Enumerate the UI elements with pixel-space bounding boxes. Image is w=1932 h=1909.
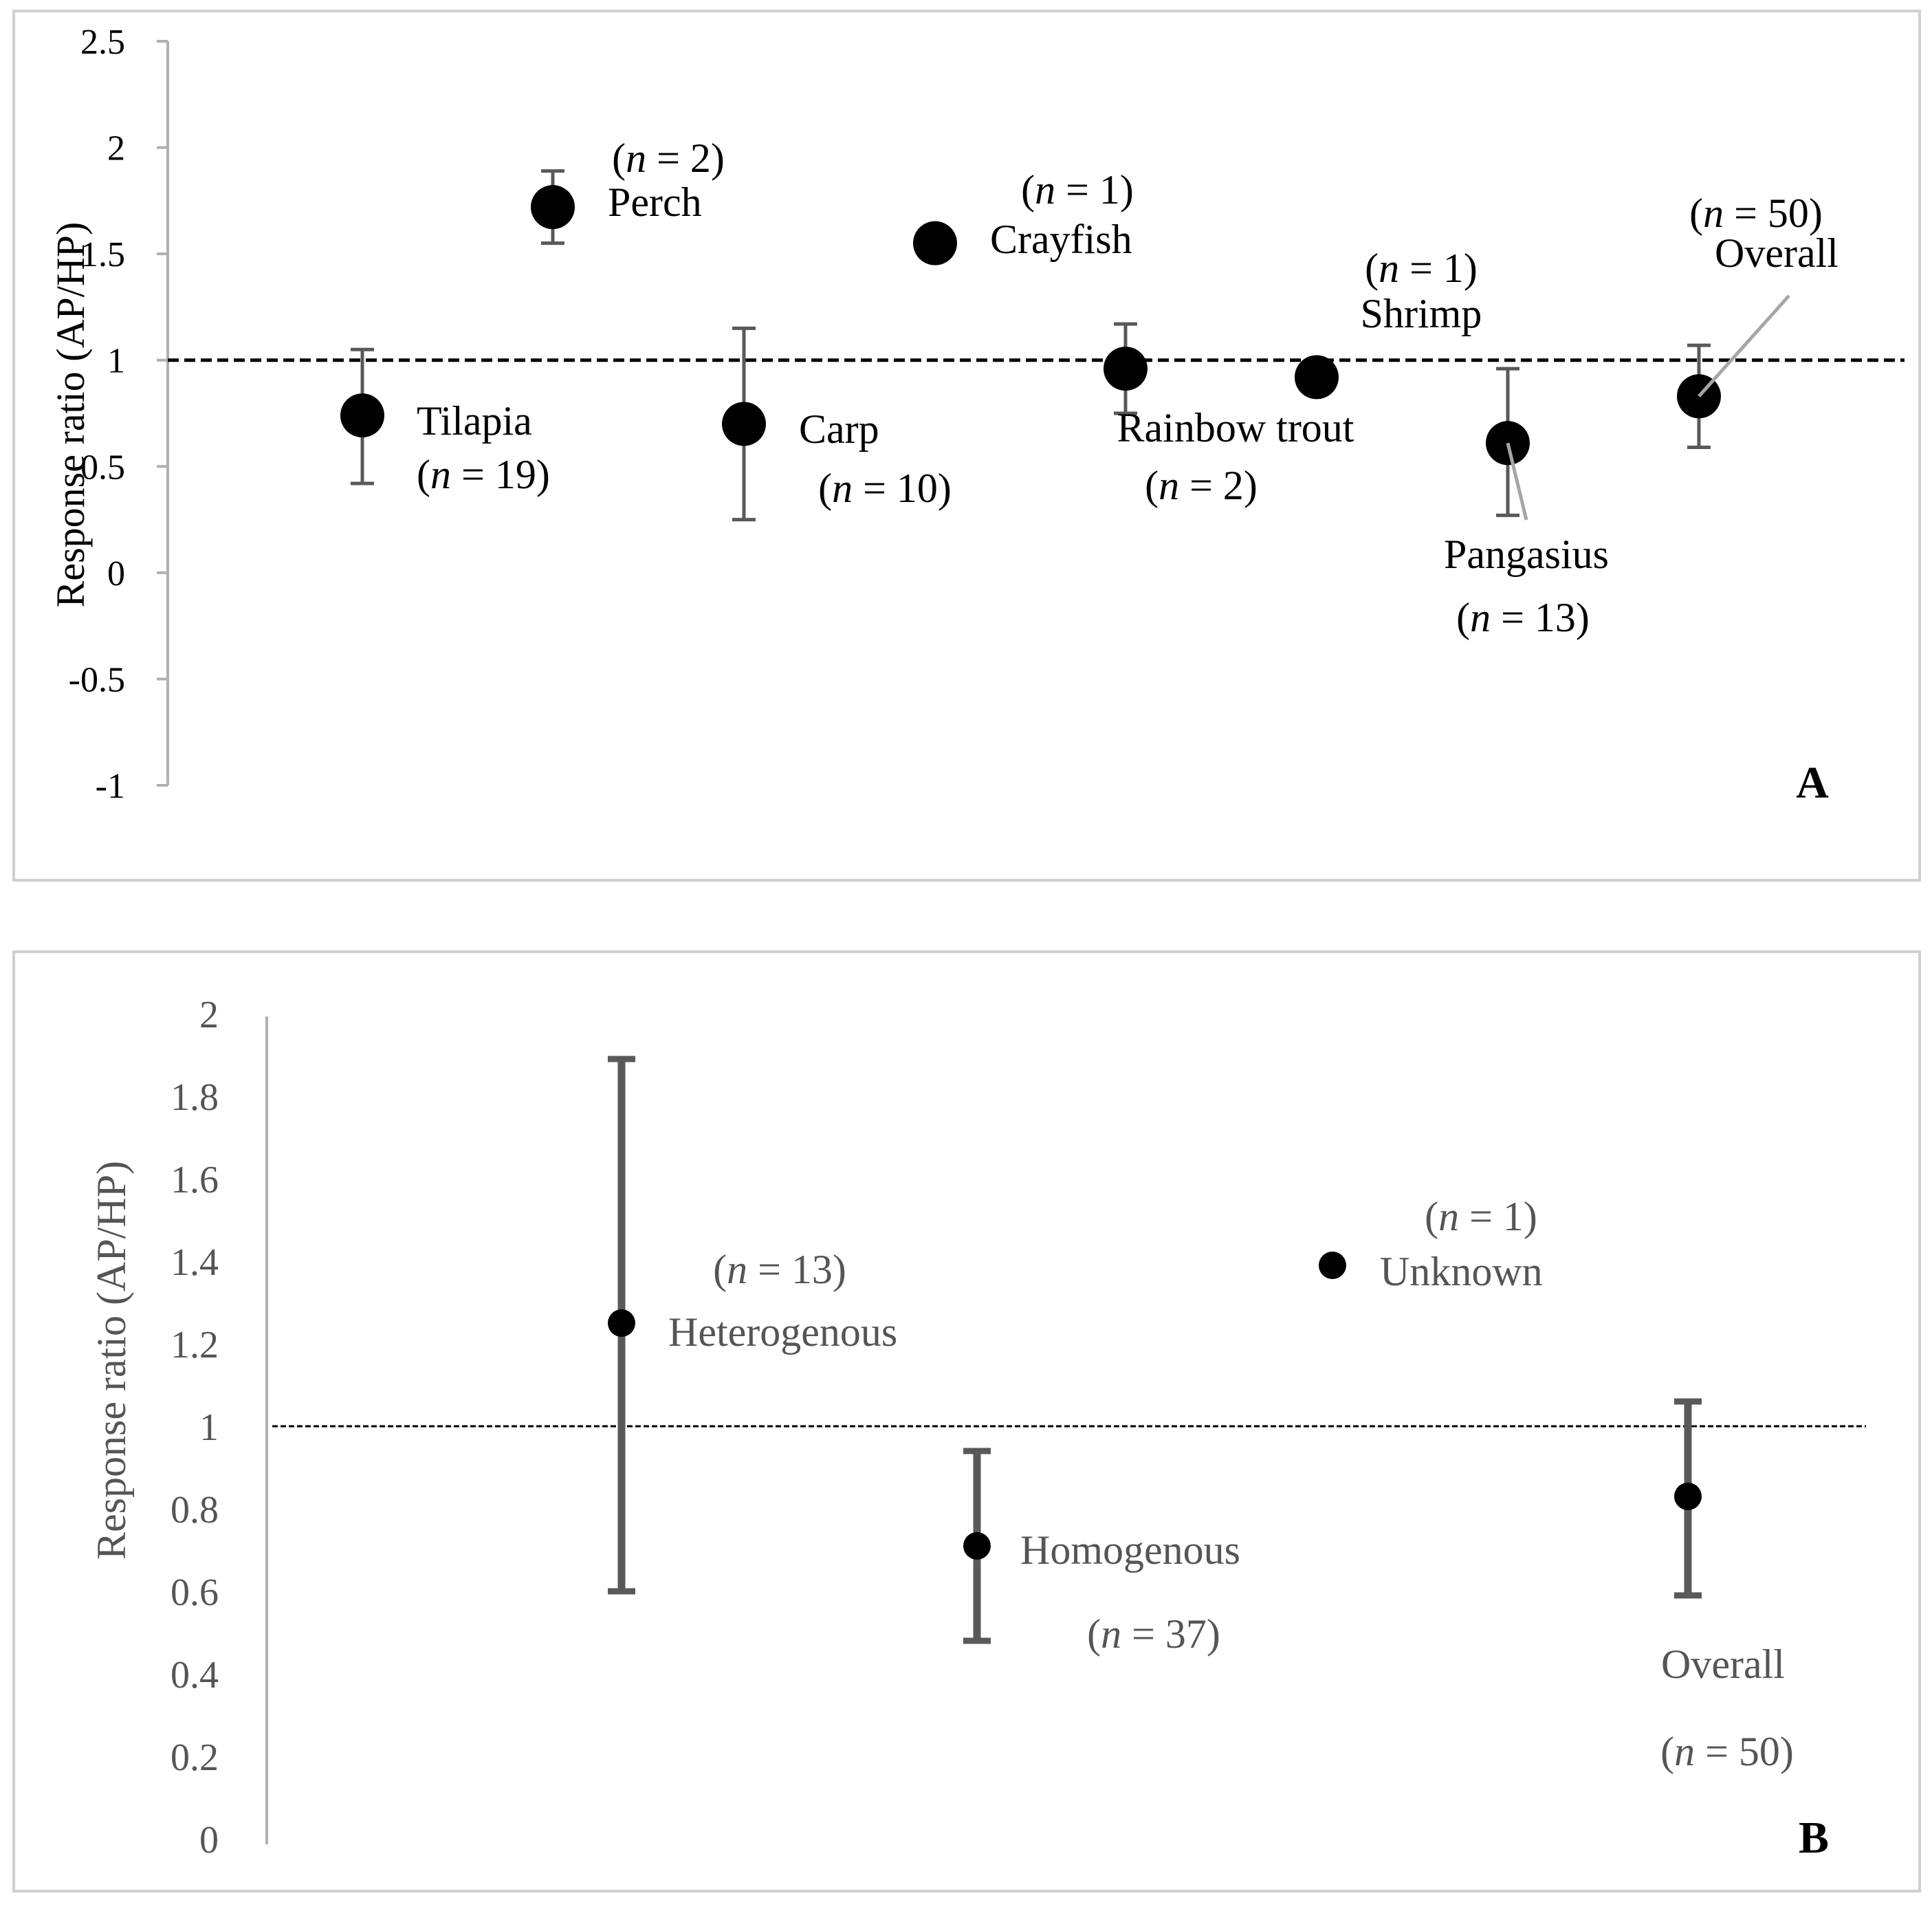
point-label: Shrimp	[1361, 291, 1482, 336]
sample-size-label: (n = 1)	[1425, 1194, 1537, 1239]
sample-size-label: (n = 1)	[1365, 246, 1478, 291]
y-tick-label: 0.4	[171, 1654, 219, 1697]
y-tick-label: 1.5	[80, 235, 125, 274]
y-tick-label: 1.4	[171, 1241, 219, 1284]
point-label: Pangasius	[1444, 532, 1609, 577]
data-point-perch	[531, 185, 575, 230]
point-label: Carp	[799, 406, 879, 452]
y-tick-label: 1	[107, 342, 125, 381]
y-tick-label: 0	[107, 554, 125, 593]
sample-size-label: (n = 2)	[612, 135, 725, 181]
y-tick-label: 1	[199, 1406, 219, 1449]
point-label: Unknown	[1380, 1249, 1543, 1294]
panel-letter: B	[1799, 1813, 1829, 1863]
chart-panel-b: 2 1.8 1.6 1.4 1.2 1 0.8 0.6 0.4 0.2 0 Response rati…	[12, 950, 1921, 1892]
data-point-heterogenous	[608, 1309, 635, 1337]
data-point-rainbow-trout	[1104, 347, 1148, 391]
sample-size-label: (n = 13)	[713, 1247, 846, 1292]
y-tick-label: 2	[107, 129, 125, 168]
y-tick-label: 0.8	[171, 1489, 219, 1531]
point-label: Homogenous	[1020, 1527, 1240, 1573]
point-label: Rainbow trout	[1117, 405, 1354, 450]
y-tick-label: 0	[199, 1819, 219, 1862]
sample-size-label: (n = 19)	[417, 452, 550, 497]
data-point-shrimp	[1295, 355, 1339, 400]
point-label: Heterogenous	[668, 1309, 897, 1355]
point-label: Perch	[608, 179, 702, 225]
chart-a-svg: 2.5 2 1.5 1 0.5 0 -0.5 -1 Response ratio (AP/HP)…	[48, 23, 1904, 808]
y-tick-label: 1.8	[171, 1076, 219, 1119]
y-tick-label: -0.5	[69, 660, 125, 699]
y-tick-label: -1	[96, 767, 125, 806]
leader-line	[1506, 442, 1528, 521]
sample-size-label: (n = 10)	[818, 466, 952, 511]
data-point-tilapia	[340, 393, 384, 438]
data-point-unknown	[1319, 1252, 1346, 1279]
sample-size-label: (n = 1)	[1021, 167, 1134, 212]
y-tick-label: 1.2	[171, 1324, 219, 1366]
y-axis-title: Response ratio (AP/HP)	[48, 222, 93, 608]
point-label: Overall	[1715, 230, 1838, 276]
panel-letter: A	[1796, 758, 1829, 808]
y-tick-label: 2	[199, 994, 219, 1036]
sample-size-label: (n = 50)	[1689, 190, 1823, 236]
y-tick-label: 0.5	[80, 448, 125, 487]
y-axis-title: Response ratio (AP/HP)	[89, 1161, 134, 1560]
data-point-overall	[1674, 1483, 1702, 1510]
data-point-homogenous	[963, 1532, 991, 1560]
chart-b-svg: 2 1.8 1.6 1.4 1.2 1 0.8 0.6 0.4 0.2 0 Response rati…	[89, 994, 1866, 1863]
sample-size-label: (n = 2)	[1145, 463, 1258, 508]
point-label: Tilapia	[417, 398, 532, 444]
data-point-crayfish	[913, 221, 957, 265]
y-tick-label: 2.5	[80, 23, 125, 62]
sample-size-label: (n = 50)	[1660, 1729, 1794, 1774]
point-label: Crayfish	[990, 217, 1132, 262]
y-tick-label: 1.6	[171, 1159, 219, 1201]
sample-size-label: (n = 13)	[1456, 595, 1590, 640]
y-tick-label: 0.2	[171, 1736, 219, 1779]
data-point-carp	[722, 402, 766, 446]
leader-line	[1698, 294, 1790, 397]
chart-panel-a: 2.5 2 1.5 1 0.5 0 -0.5 -1 Response ratio (AP/HP)…	[12, 10, 1921, 882]
point-label: Overall	[1661, 1641, 1785, 1687]
sample-size-label: (n = 37)	[1087, 1611, 1220, 1657]
y-tick-label: 0.6	[171, 1571, 219, 1614]
